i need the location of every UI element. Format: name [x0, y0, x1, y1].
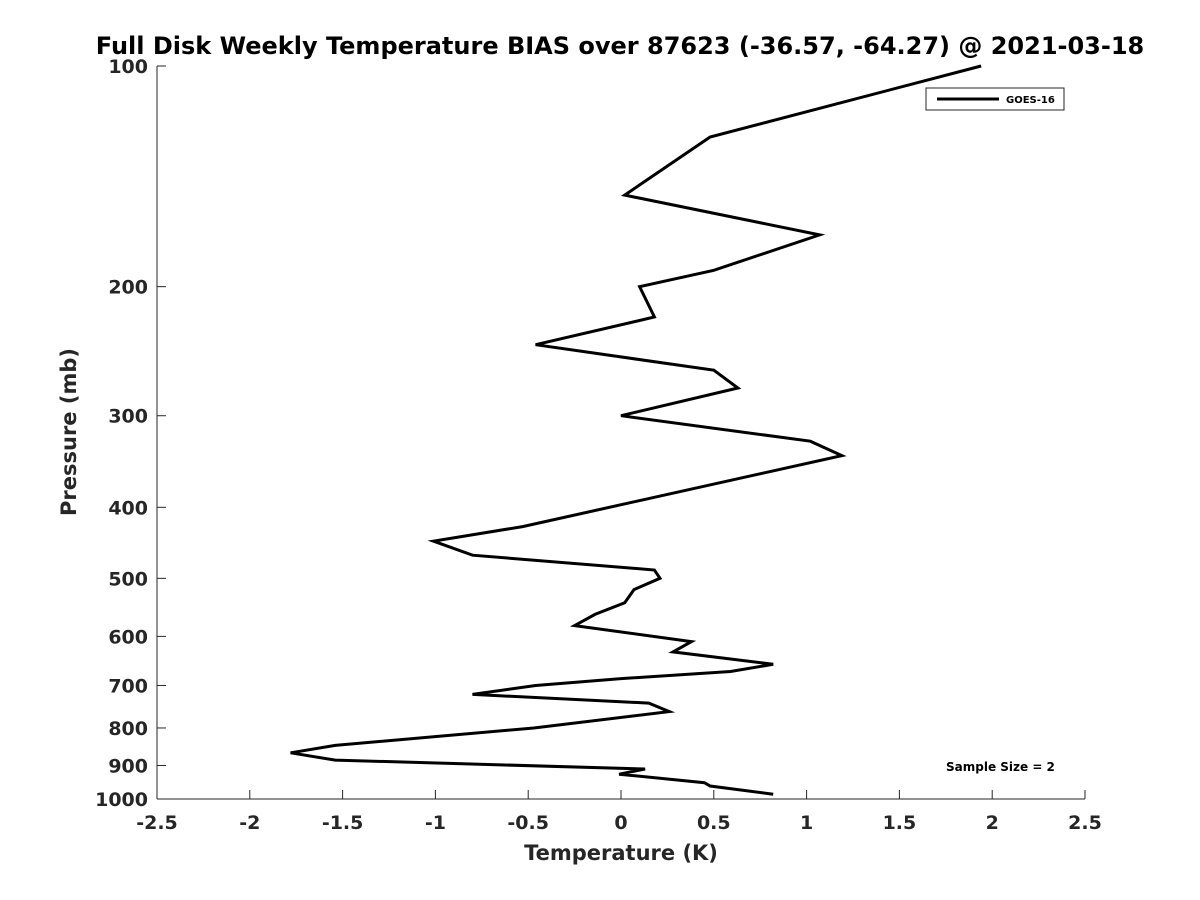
y-tick-label: 100	[108, 56, 148, 78]
y-tick-label: 700	[108, 675, 148, 697]
y-tick-label: 600	[108, 626, 148, 648]
y-tick-label: 500	[108, 568, 148, 590]
x-tick-label: 1.5	[883, 812, 917, 834]
x-tick-label: 0	[614, 812, 627, 834]
x-tick-label: 1	[800, 812, 813, 834]
y-tick-label: 1000	[95, 789, 148, 811]
series-layer	[290, 64, 982, 796]
legend: GOES-16	[925, 87, 1065, 111]
y-axis-label: Pressure (mb)	[57, 348, 81, 516]
x-axis-ticks: -2.5 -2 -1.5 -1 -0.5 0 0.5 1 1.5 2 2.5	[136, 790, 1102, 834]
x-tick-label: 0.5	[697, 812, 731, 834]
chart-title: Full Disk Weekly Temperature BIAS over 8…	[96, 32, 1144, 60]
x-axis-label: Temperature (K)	[524, 841, 718, 865]
y-tick-label: 300	[108, 406, 148, 428]
sample-size-annotation: Sample Size = 2	[946, 760, 1055, 774]
x-tick-label: -1.5	[322, 812, 364, 834]
y-axis-ticks: 100 200 300 400 500 600 700 800 900 1000	[95, 56, 166, 811]
x-tick-label: -1	[425, 812, 446, 834]
x-tick-label: -0.5	[507, 812, 549, 834]
y-tick-label: 200	[108, 277, 148, 299]
y-tick-label: 400	[108, 497, 148, 519]
legend-entry-goes-16: GOES-16	[1006, 95, 1055, 106]
series-line-goes-16	[290, 64, 982, 796]
plot-area: -2.5 -2 -1.5 -1 -0.5 0 0.5 1 1.5 2 2.5 100 200 300 40…	[95, 56, 1102, 834]
y-tick-label: 800	[108, 718, 148, 740]
x-tick-label: -2	[239, 812, 260, 834]
y-tick-label: 900	[108, 755, 148, 777]
x-tick-label: 2.5	[1068, 812, 1102, 834]
x-tick-label: 2	[986, 812, 999, 834]
x-tick-label: -2.5	[136, 812, 178, 834]
